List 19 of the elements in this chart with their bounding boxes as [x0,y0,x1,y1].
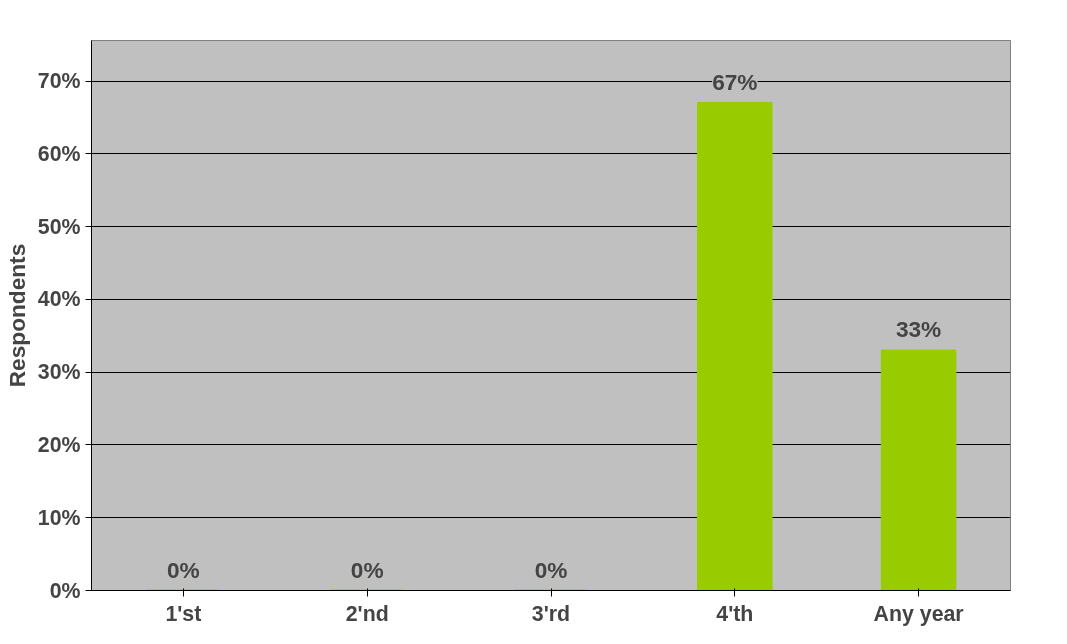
x-tick-label: 1'st [165,601,202,626]
y-axis-title: Respondents [3,243,30,388]
y-tick-label: 40% [37,287,81,312]
y-tick-label: 0% [49,578,81,603]
y-tick-label: 30% [37,360,81,385]
data-label: 0% [350,556,384,583]
y-tick-label: 20% [37,433,81,457]
x-tick-label: 4'th [716,601,754,626]
x-tick-label: 2'nd [345,601,389,626]
data-label: 0% [534,556,568,583]
y-tick-label: 10% [37,505,81,530]
data-label: 0% [167,556,200,583]
y-tick-label: 70% [37,69,81,94]
y-tick-label: 60% [37,141,81,166]
x-tick-label: Any year [873,601,964,626]
y-tick-label: 50% [37,214,81,239]
data-label: 67% [712,69,758,96]
data-label: 33% [895,316,942,343]
x-tick-label: 3'rd [531,601,571,626]
